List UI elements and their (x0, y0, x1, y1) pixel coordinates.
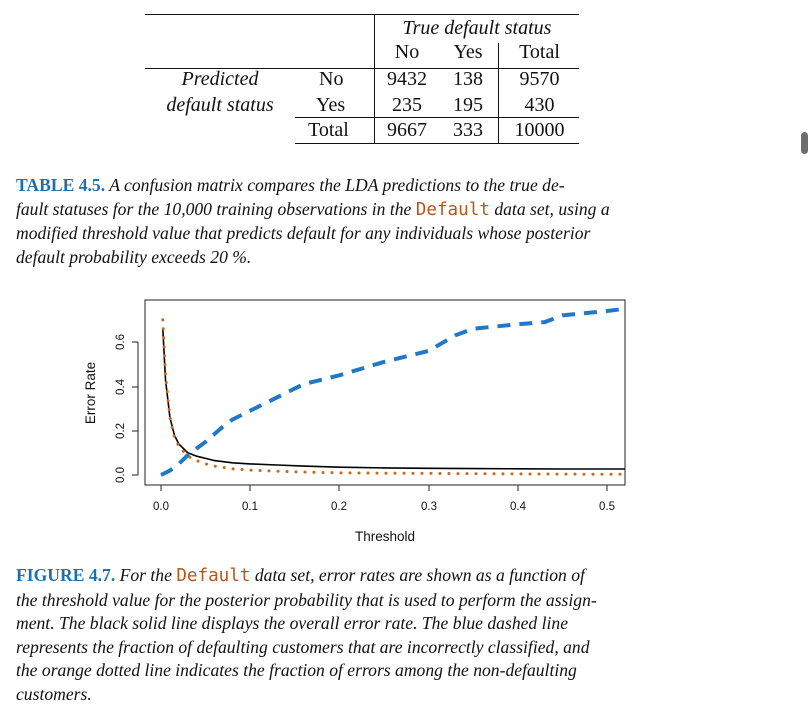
non-defaulter-error-line (161, 318, 627, 476)
y-axis-title: Error Rate (83, 362, 98, 424)
row-label-no: No (319, 68, 344, 90)
x-tick-label-1: 0.1 (242, 501, 258, 513)
figure-caption-text-a: For the (115, 565, 177, 585)
table-caption-text-e: default probability exceeds 20 %. (16, 246, 252, 267)
y-tick-label-2: 0.4 (115, 378, 127, 395)
x-axis-title: Threshold (355, 529, 415, 544)
col-header-no: No (394, 41, 420, 63)
figure-caption-code: Default (176, 566, 251, 586)
col-header-total: Total (519, 41, 560, 63)
cell-total-total: 10000 (514, 119, 565, 141)
col-header-yes: Yes (453, 41, 483, 63)
cell-total-no: 9667 (387, 119, 427, 141)
x-tick-label-3: 0.3 (421, 501, 437, 513)
cell-no-total: 9570 (519, 68, 560, 90)
table-caption-label: TABLE 4.5. (16, 175, 106, 195)
y-tick-label-3: 0.6 (115, 334, 127, 350)
figure-caption: FIGURE 4.7. For the Default data set, er… (16, 564, 710, 706)
table-right-vrule (498, 43, 499, 144)
x-tick-label-5: 0.5 (599, 501, 615, 513)
predicted-status-label: Predicted (181, 68, 259, 90)
y-tick-label-0: 0.0 (115, 467, 127, 483)
predicted-status-label-2: default status (166, 94, 274, 116)
figure-caption-line3: ment. The black solid line displays the … (16, 613, 569, 633)
figure-caption-text-b: data set, error rates are shown as a fun… (250, 565, 585, 585)
table-bottom-rule (295, 143, 579, 144)
figure-caption-line4: represents the fraction of defaulting cu… (16, 636, 590, 657)
error-rate-chart: 0.0 0.1 0.2 0.3 0.4 0.5 Threshold 0.0 0.… (83, 299, 627, 544)
table-top-rule (145, 14, 579, 15)
x-tick-label-2: 0.2 (331, 501, 347, 513)
table-left-vrule (374, 14, 375, 144)
x-axis: 0.0 0.1 0.2 0.3 0.4 0.5 Threshold (153, 484, 615, 544)
defaulter-error-line (160, 306, 626, 477)
figure-caption-line2: the threshold value for the posterior pr… (16, 589, 597, 610)
figure-caption-label: FIGURE 4.7. (16, 565, 116, 585)
table-caption-text-b: fault statuses for the 10,000 training o… (16, 198, 416, 219)
cell-yes-total: 430 (524, 94, 555, 116)
figure-caption-line6: customers. (16, 683, 92, 704)
true-status-header: True default status (402, 17, 552, 39)
table-caption-text-a: A confusion matrix compares the LDA pred… (105, 175, 565, 195)
cell-no-yes: 138 (453, 68, 483, 90)
table-total-rule (295, 117, 579, 118)
confusion-matrix-table: True default status No Yes Total Predict… (145, 12, 579, 148)
x-tick-label-4: 0.4 (510, 501, 527, 513)
overall-error-line (162, 328, 625, 470)
table-caption: TABLE 4.5. A confusion matrix compares t… (16, 174, 710, 269)
plot-frame (144, 299, 626, 486)
figure-caption-line5: the orange dotted line indicates the fra… (16, 660, 577, 680)
scrollbar-thumb[interactable] (801, 132, 808, 154)
table-caption-code: Default (415, 199, 490, 220)
cell-no-no: 9432 (387, 68, 427, 90)
table-header-rule (145, 68, 579, 69)
row-label-yes: Yes (316, 94, 346, 116)
table-caption-text-c: data set, using a (489, 198, 610, 219)
y-axis: 0.0 0.2 0.4 0.6 Error Rate (83, 334, 139, 483)
cell-total-yes: 333 (453, 119, 483, 141)
y-tick-label-1: 0.2 (115, 423, 127, 439)
x-tick-label-0: 0.0 (153, 501, 169, 513)
series-layer (160, 306, 627, 477)
table-caption-text-d: modified threshold value that predicts d… (16, 223, 591, 243)
cell-yes-no: 235 (392, 94, 422, 116)
cell-yes-yes: 195 (453, 94, 483, 116)
row-label-total: Total (308, 119, 349, 141)
